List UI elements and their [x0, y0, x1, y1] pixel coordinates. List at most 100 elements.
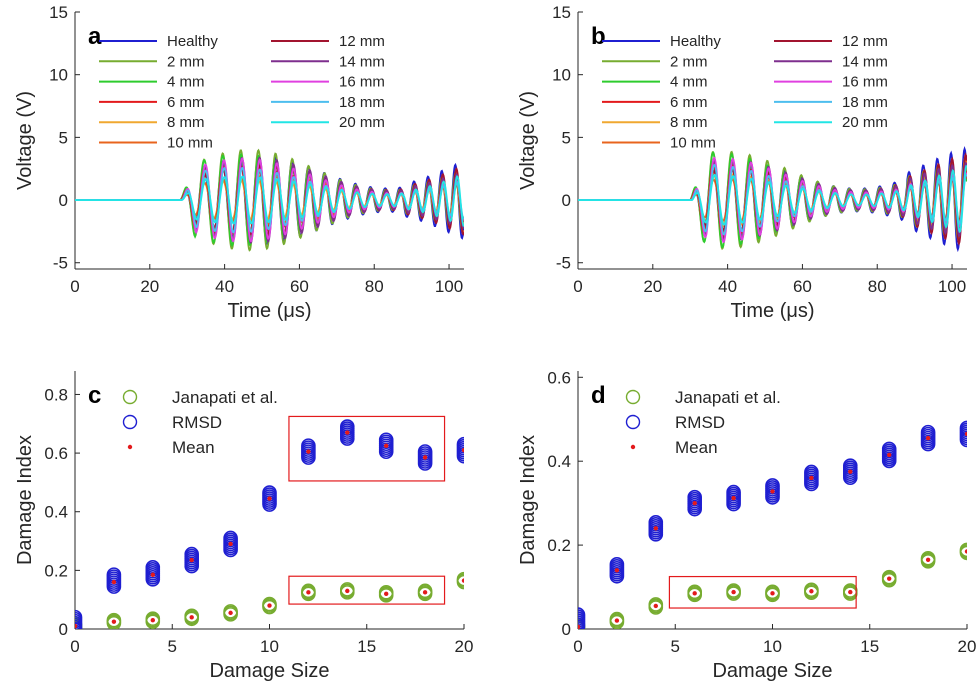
legend-label: 8 mm	[167, 114, 205, 131]
legend-marker	[625, 414, 641, 430]
mean-point	[150, 572, 155, 577]
legend-label: 16 mm	[339, 74, 385, 91]
y-tick-label: 0.6	[547, 368, 571, 387]
mean-point	[267, 496, 272, 501]
x-tick-label: 15	[357, 637, 376, 656]
legend-label: Mean	[675, 438, 718, 457]
legend-marker	[122, 414, 138, 430]
legend: Healthy 2 mm 4 mm 6 mm 8 mm 10 mm 12 mm 14 mm 16…	[602, 33, 888, 152]
janapati-point	[339, 585, 355, 600]
y-tick-label: 15	[49, 3, 68, 22]
janapati-point	[223, 607, 238, 622]
legend-label: 8 mm	[670, 114, 708, 131]
plot-area	[75, 419, 464, 629]
y-tick-label: 0	[59, 620, 68, 639]
x-tick-label: 80	[365, 277, 384, 296]
legend-label: 14 mm	[842, 53, 888, 70]
y-tick-label: 5	[562, 128, 571, 147]
janapati-point	[456, 574, 464, 590]
x-tick-label: 0	[573, 637, 582, 656]
rmsd-point	[456, 448, 464, 464]
mean-point	[111, 619, 117, 624]
janapati-point	[106, 615, 122, 629]
x-axis-label: Time (μs)	[730, 300, 814, 322]
rmsd-point	[959, 432, 967, 448]
x-tick-label: 100	[938, 277, 966, 296]
x-tick-label: 20	[140, 277, 159, 296]
legend-label: Healthy	[670, 33, 721, 50]
legend-label: RMSD	[172, 413, 222, 432]
mean-point	[578, 624, 581, 629]
janapati-point	[262, 599, 277, 615]
y-axis-label: Voltage (V)	[14, 91, 36, 190]
legend-label: 18 mm	[842, 94, 888, 111]
x-tick-label: 20	[643, 277, 662, 296]
mean-point	[228, 541, 233, 547]
legend-label: Mean	[172, 438, 215, 457]
mean-point	[731, 589, 736, 595]
legend-marker	[127, 444, 133, 450]
legend-label: 4 mm	[167, 74, 205, 91]
y-axis-label: Damage Index	[517, 435, 539, 565]
legend-label: 12 mm	[339, 33, 385, 50]
mean-point	[809, 589, 814, 594]
x-axis-label: Damage Size	[712, 660, 832, 682]
x-tick-label: 10	[763, 637, 782, 656]
mean-point	[461, 578, 464, 583]
x-tick-label: 40	[718, 277, 737, 296]
y-tick-label: 5	[59, 128, 68, 147]
mean-point	[887, 576, 892, 581]
legend-marker	[122, 389, 138, 405]
series-line-20-mm	[75, 174, 464, 227]
panel-label: b	[591, 23, 606, 50]
y-tick-label: -5	[556, 254, 571, 273]
x-tick-label: 100	[435, 277, 463, 296]
legend-label: 12 mm	[842, 33, 888, 50]
y-tick-label: 0	[562, 191, 571, 210]
mean-point	[653, 603, 658, 609]
mean-point	[770, 591, 775, 596]
janapati-point	[184, 611, 199, 627]
mean-point	[692, 591, 697, 596]
legend-label: 14 mm	[339, 53, 385, 70]
janapati-point	[687, 587, 703, 603]
x-tick-label: 40	[215, 277, 234, 296]
legend-label: 16 mm	[842, 74, 888, 91]
x-tick-label: 60	[290, 277, 309, 296]
janapati-point	[726, 586, 741, 601]
legend-label: 20 mm	[842, 114, 888, 131]
mean-point	[925, 435, 931, 441]
mean-point	[111, 579, 117, 585]
mean-point	[345, 588, 350, 594]
janapati-point	[417, 586, 433, 602]
janapati-point	[301, 586, 316, 602]
janapati-point	[765, 587, 780, 603]
y-tick-label: 0.4	[44, 503, 68, 522]
legend-label: 6 mm	[670, 94, 708, 111]
panel-d: 0 5 10 15 20 0 0.2 0.4 0.6 Damage Size Damage Inde…	[517, 368, 976, 682]
panel-c: 0 5 10 15 20 0 0.2 0.4 0.6 0.8 Damage Size Damage I…	[14, 371, 473, 682]
x-tick-label: 5	[168, 637, 177, 656]
y-tick-label: 0.2	[44, 561, 68, 580]
mean-point	[770, 489, 775, 494]
mean-point	[614, 618, 620, 623]
y-tick-label: 0.4	[547, 452, 571, 471]
highlight-box	[288, 415, 446, 482]
mean-point	[653, 526, 658, 531]
panel-label: c	[88, 382, 101, 409]
mean-point	[848, 589, 853, 595]
legend-label: 2 mm	[670, 53, 708, 70]
legend-label: 20 mm	[339, 114, 385, 131]
x-axis-label: Time (μs)	[227, 300, 311, 322]
rmsd-point	[578, 619, 586, 629]
mean-point	[422, 455, 428, 460]
plot-area	[578, 145, 967, 253]
janapati-point	[378, 588, 394, 603]
mean-point	[384, 443, 389, 448]
x-tick-label: 60	[793, 277, 812, 296]
y-tick-label: 0.2	[547, 536, 571, 555]
y-tick-label: 10	[552, 66, 571, 85]
y-tick-label: -5	[53, 254, 68, 273]
